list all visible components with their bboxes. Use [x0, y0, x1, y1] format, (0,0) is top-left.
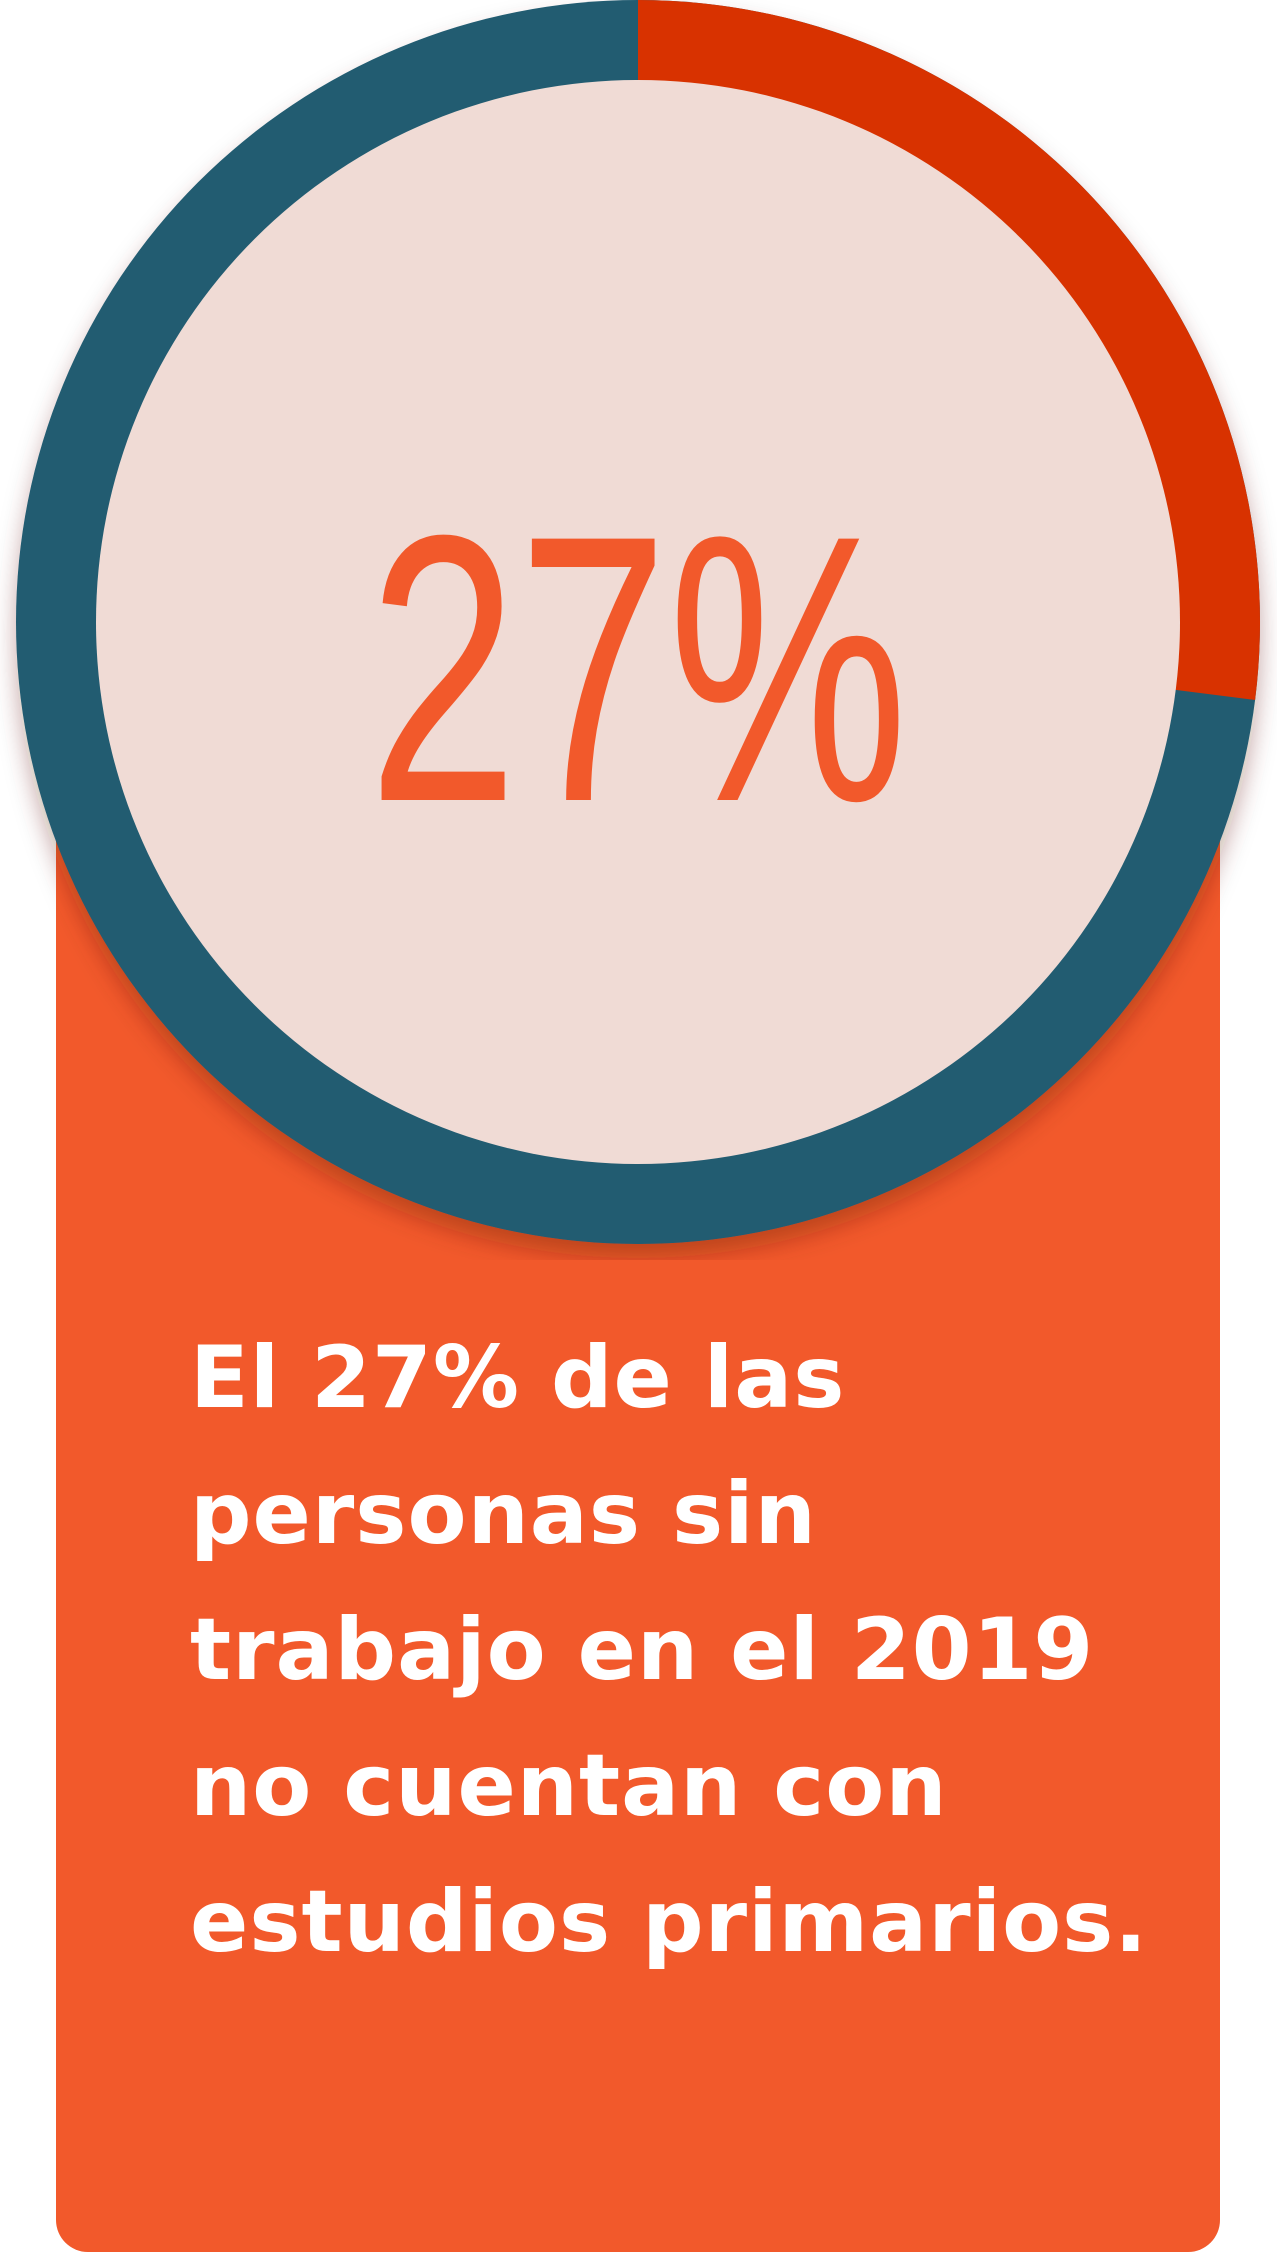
center-percentage: 27% — [368, 456, 908, 881]
caption-text: El 27% de las personas sin trabajo en el… — [190, 1328, 1149, 1972]
donut-center — [96, 80, 1180, 1164]
donut-chart: 27% — [16, 0, 1260, 1244]
